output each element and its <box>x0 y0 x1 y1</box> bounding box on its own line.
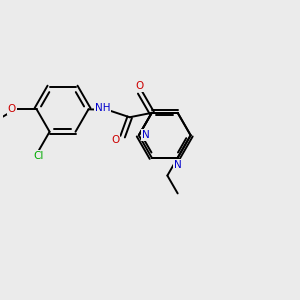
Text: O: O <box>111 135 119 145</box>
Text: O: O <box>136 81 144 91</box>
Text: N: N <box>174 160 182 170</box>
Text: Cl: Cl <box>34 151 44 161</box>
Text: NH: NH <box>94 103 110 113</box>
Text: O: O <box>8 104 16 114</box>
Text: N: N <box>142 130 150 140</box>
